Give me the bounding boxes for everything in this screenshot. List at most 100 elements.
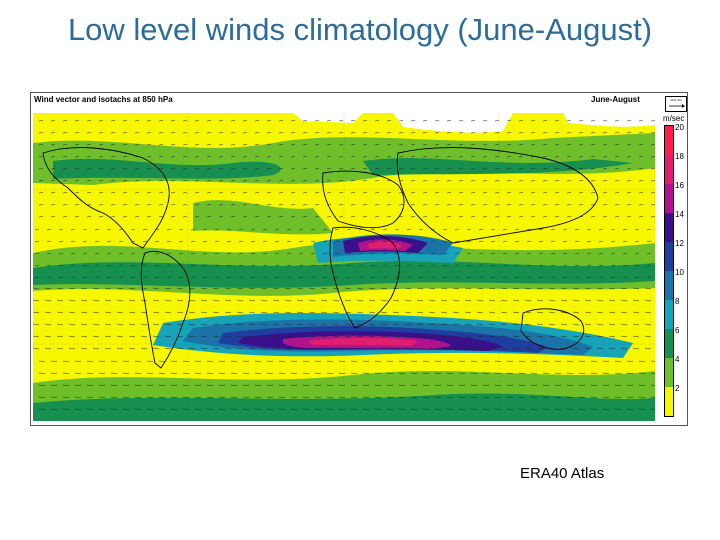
wind-vector-arrow — [326, 204, 332, 206]
wind-vector-arrow — [134, 396, 142, 398]
wind-vector-arrow — [86, 396, 94, 398]
wind-vector-arrow — [374, 360, 382, 362]
wind-vector-arrow — [446, 192, 452, 194]
wind-vector-arrow — [526, 252, 532, 255]
colorbar-tick-label: 6 — [675, 326, 680, 335]
wind-vector-arrow — [614, 180, 620, 182]
wind-vector-arrow — [514, 240, 520, 243]
wind-vector-arrow — [602, 168, 608, 170]
wind-vector-arrow — [478, 264, 484, 267]
wind-vector-arrow — [530, 132, 536, 134]
wind-vector-arrow — [33, 347, 40, 350]
wind-vector-arrow — [346, 228, 352, 231]
wind-vector-arrow — [526, 264, 532, 267]
wind-vector-arrow — [178, 264, 184, 267]
wind-vector-arrow — [296, 311, 304, 314]
wind-vector-arrow — [302, 132, 308, 134]
wind-vector-arrow — [406, 276, 412, 279]
wind-vector-arrow — [302, 360, 310, 362]
wind-vector-arrow — [500, 347, 508, 350]
wind-vector-arrow — [278, 216, 284, 218]
wind-vector-arrow — [622, 264, 628, 267]
wind-vector-arrow — [122, 372, 130, 374]
wind-vector-arrow — [566, 156, 572, 158]
wind-vector-arrow — [452, 311, 460, 314]
wind-vector-arrow — [290, 180, 296, 182]
wind-vector-arrow — [218, 360, 226, 362]
wind-vector-arrow — [170, 396, 178, 398]
wind-vector-arrow — [590, 372, 598, 374]
wind-vector-arrow — [34, 228, 40, 231]
wind-vector-arrow — [254, 396, 262, 398]
wind-vector-arrow — [382, 264, 388, 267]
wind-vector-arrow — [482, 396, 490, 398]
wind-vector-arrow — [454, 240, 460, 243]
wind-vector-arrow — [362, 360, 370, 362]
wind-vector-arrow — [118, 276, 124, 279]
wind-vector-arrow — [578, 132, 584, 134]
wind-vector-arrow — [134, 384, 142, 386]
wind-vector-arrow — [634, 264, 640, 267]
wind-vector-arrow — [542, 132, 548, 134]
wind-vector-arrow — [562, 240, 568, 243]
wind-vector-arrow — [398, 144, 404, 146]
wind-vector-arrow — [566, 180, 572, 182]
wind-vector-arrow — [514, 228, 520, 231]
wind-vector-arrow — [104, 311, 112, 314]
wind-vector-arrow — [530, 408, 538, 410]
wind-vector-arrow — [572, 311, 580, 314]
wind-vector-arrow — [422, 180, 428, 182]
wind-vector-arrow — [206, 120, 212, 122]
wind-vector-arrow — [452, 347, 460, 350]
wind-vector-arrow — [140, 335, 148, 338]
wind-vector-arrow — [302, 372, 310, 374]
wind-vector-arrow — [398, 156, 404, 158]
wind-vector-arrow — [34, 276, 40, 279]
wind-vector-arrow — [122, 180, 128, 182]
wind-vector-arrow — [266, 216, 272, 218]
wind-vector-arrow — [518, 168, 524, 170]
wind-vector-arrow — [218, 144, 224, 146]
wind-vector-arrow — [320, 335, 328, 338]
wind-vector-arrow — [626, 384, 634, 386]
wind-vector-arrow — [586, 276, 592, 279]
wind-vector-arrow — [458, 408, 466, 410]
wind-vector-arrow — [590, 396, 598, 398]
wind-vector-arrow — [254, 192, 260, 194]
wind-vector-arrow — [94, 240, 100, 243]
wind-vector-arrow — [452, 323, 460, 326]
wind-vector-arrow — [80, 311, 88, 314]
wind-vector-arrow — [326, 180, 332, 182]
wind-vector-arrow — [178, 276, 184, 279]
wind-vector-arrow — [164, 347, 172, 350]
wind-vector-arrow — [602, 396, 610, 398]
wind-vector-arrow — [86, 132, 92, 134]
wind-vector-arrow — [250, 228, 256, 231]
wind-speed-map — [33, 113, 655, 421]
wind-vector-arrow — [610, 252, 616, 255]
wind-vector-arrow — [344, 287, 352, 290]
wind-vector-arrow — [578, 360, 586, 362]
wind-vector-arrow — [50, 360, 58, 362]
wind-vector-arrow — [214, 264, 220, 267]
wind-vector-arrow — [82, 264, 88, 267]
wind-vector-arrow — [512, 287, 520, 290]
wind-vector-arrow — [254, 216, 260, 218]
wind-vector-arrow — [214, 228, 220, 231]
wind-vector-arrow — [572, 299, 580, 302]
wind-vector-arrow — [586, 240, 592, 243]
wind-vector-arrow — [614, 144, 620, 146]
wind-vector-arrow — [490, 276, 496, 279]
wind-vector-arrow — [554, 372, 562, 374]
wind-vector-arrow — [272, 299, 280, 302]
wind-vector-arrow — [182, 168, 188, 170]
wind-vector-arrow — [272, 287, 280, 290]
wind-vector-arrow — [166, 228, 172, 231]
wind-vector-arrow — [464, 347, 472, 350]
wind-vector-arrow — [200, 299, 208, 302]
wind-vector-arrow — [272, 335, 280, 338]
wind-vector-arrow — [410, 216, 416, 218]
wind-vector-arrow — [242, 144, 248, 146]
wind-vector-arrow — [310, 252, 316, 255]
isotach-band-18-20 — [308, 241, 418, 346]
